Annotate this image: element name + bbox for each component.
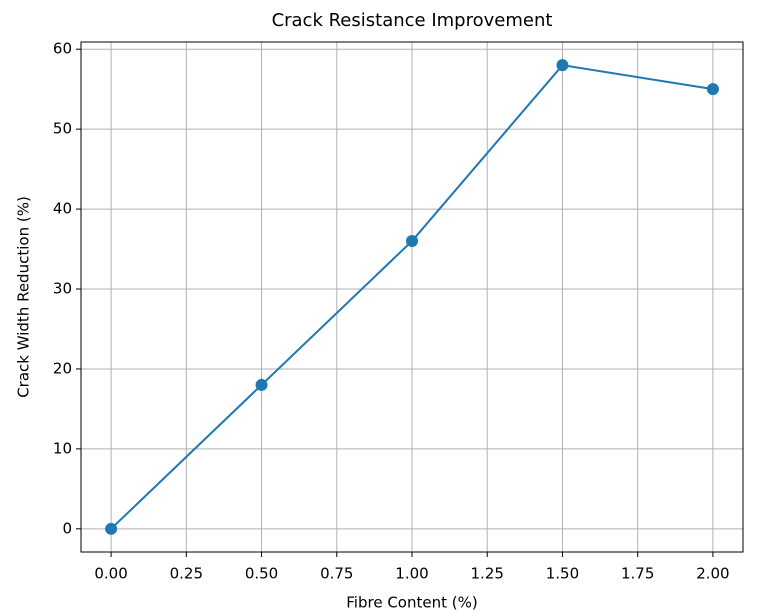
x-tick-label: 0.00 xyxy=(94,565,127,583)
y-tick-label: 30 xyxy=(53,280,72,298)
x-tick-label: 0.50 xyxy=(245,565,278,583)
point xyxy=(255,378,268,391)
y-tick-label: 10 xyxy=(53,439,72,457)
x-tick-label: 2.00 xyxy=(696,565,729,583)
y-tick-label: 60 xyxy=(53,40,72,58)
y-tick-label: 0 xyxy=(62,519,72,537)
y-tick-label: 50 xyxy=(53,120,72,138)
x-tick-label: 0.25 xyxy=(170,565,203,583)
point xyxy=(406,235,418,248)
plot-frame xyxy=(80,41,744,553)
chart-title: Crack Resistance Improvement xyxy=(272,10,553,31)
y-axis-label: Crack Width Reduction (%) xyxy=(15,196,33,398)
x-axis-label: Fibre Content (%) xyxy=(346,594,477,612)
y-tick-label: 20 xyxy=(53,359,72,377)
x-tick-label: 1.25 xyxy=(471,565,504,583)
x-tick-label: 1.00 xyxy=(395,565,428,583)
y-tick-label: 40 xyxy=(53,200,72,218)
x-tick-label: 1.75 xyxy=(621,565,654,583)
point xyxy=(105,522,118,535)
x-tick-label: 0.75 xyxy=(320,565,353,583)
x-tick-label: 1.50 xyxy=(546,565,579,583)
point xyxy=(556,59,569,72)
point xyxy=(706,83,719,96)
